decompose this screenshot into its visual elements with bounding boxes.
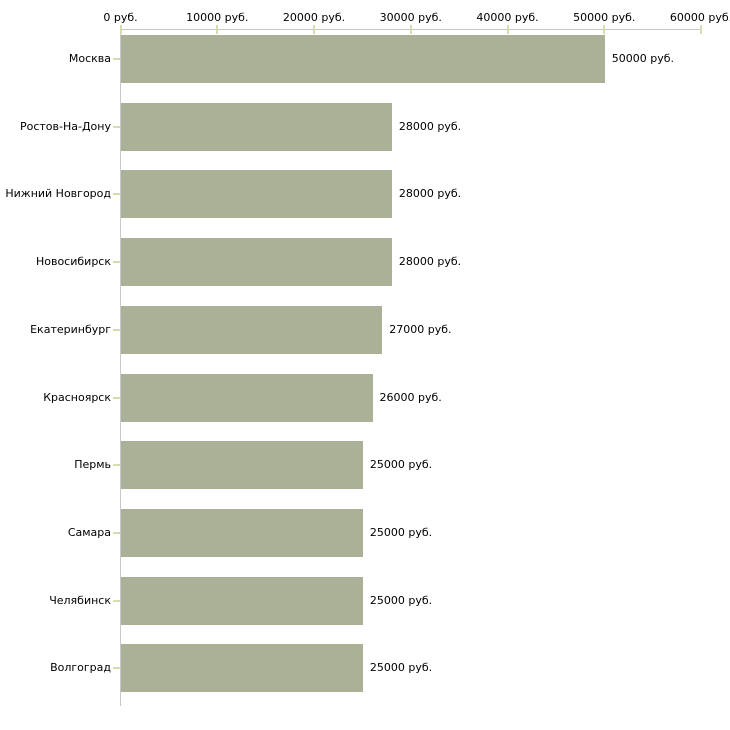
bar: [121, 644, 363, 693]
y-axis-line: [120, 29, 121, 706]
bar: [121, 102, 392, 151]
value-label: 26000 руб.: [379, 390, 442, 404]
bar: [121, 508, 363, 557]
value-label: 25000 руб.: [369, 661, 433, 675]
x-tick-label: 40000 руб.: [476, 11, 539, 24]
y-tick-mark: [113, 261, 120, 264]
category-label: Челябинск: [49, 593, 111, 607]
bar: [121, 35, 605, 83]
bar: [121, 576, 363, 625]
y-tick-mark: [113, 667, 120, 670]
x-tick-mark: [700, 25, 702, 34]
y-tick-mark: [113, 193, 120, 196]
category-label: Самара: [67, 525, 111, 539]
category-label: Ростов-На-Дону: [19, 119, 111, 133]
value-label: 25000 руб.: [369, 593, 433, 607]
x-tick-label: 50000 руб.: [573, 11, 636, 24]
y-tick-mark: [113, 599, 120, 602]
value-label: 25000 руб.: [369, 458, 433, 472]
category-label: Нижний Новгород: [5, 187, 111, 201]
y-tick-mark: [113, 396, 120, 399]
x-tick-label: 10000 руб.: [186, 11, 249, 24]
x-tick-mark: [216, 25, 219, 34]
value-label: 28000 руб.: [398, 119, 462, 133]
x-tick-mark: [506, 25, 509, 34]
x-tick-mark: [409, 25, 412, 34]
value-label: 28000 руб.: [398, 255, 462, 269]
y-tick-mark: [113, 464, 120, 467]
y-tick-mark: [113, 58, 120, 60]
x-tick-label: 60000 руб.: [669, 11, 730, 24]
x-tick-label: 0 руб.: [103, 11, 138, 24]
category-label: Волгоград: [50, 661, 111, 675]
value-label: 28000 руб.: [398, 187, 462, 201]
y-tick-mark: [113, 125, 120, 128]
category-label: Новосибирск: [35, 255, 111, 269]
x-tick-mark: [119, 25, 122, 34]
bar: [121, 373, 373, 422]
category-label: Красноярск: [43, 390, 111, 404]
x-tick-label: 30000 руб.: [379, 11, 442, 24]
y-tick-mark: [113, 328, 120, 331]
value-label: 25000 руб.: [369, 525, 433, 539]
bar: [121, 170, 392, 219]
bar: [121, 441, 363, 490]
bar: [121, 305, 383, 354]
x-tick-mark: [313, 25, 315, 34]
bar: [121, 238, 392, 287]
category-label: Екатеринбург: [30, 322, 111, 336]
x-tick-mark: [603, 25, 606, 34]
y-tick-mark: [113, 531, 120, 534]
x-tick-label: 20000 руб.: [282, 11, 346, 24]
value-label: 27000 руб.: [389, 322, 452, 336]
value-label: 50000 руб.: [611, 52, 675, 65]
category-label: Москва: [68, 52, 111, 65]
category-label: Пермь: [74, 458, 111, 472]
